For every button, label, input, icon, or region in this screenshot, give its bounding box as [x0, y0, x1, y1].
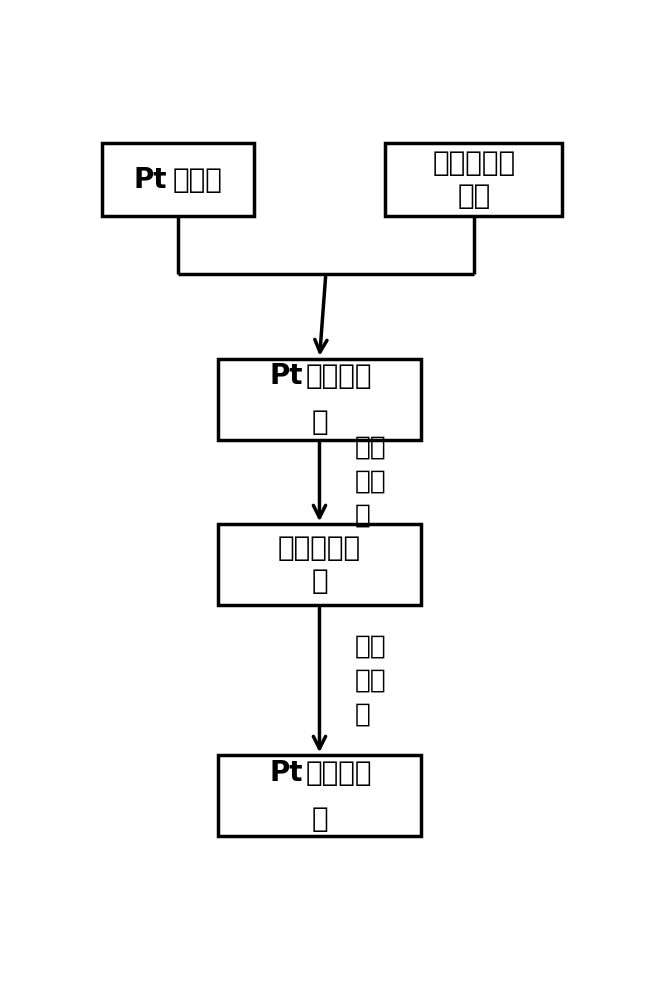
Bar — [218, 755, 421, 836]
Bar — [218, 359, 421, 440]
Text: 前驱体: 前驱体 — [173, 166, 223, 194]
Text: Pt: Pt — [270, 362, 304, 390]
Text: 电化
学嵌
锂: 电化 学嵌 锂 — [355, 435, 387, 529]
Text: 基有序结: 基有序结 — [306, 759, 372, 787]
Bar — [385, 143, 562, 216]
Text: Pt: Pt — [270, 759, 304, 787]
Text: 金: 金 — [311, 408, 328, 436]
Bar — [102, 143, 253, 216]
Text: 基无序合: 基无序合 — [306, 362, 372, 390]
Text: 锂化后的样
品: 锂化后的样 品 — [278, 534, 361, 595]
Text: 过渡金属前
驱体: 过渡金属前 驱体 — [432, 149, 515, 210]
Bar — [218, 524, 421, 605]
Text: 中低
温退
火: 中低 温退 火 — [355, 633, 387, 727]
Text: Pt: Pt — [133, 166, 167, 194]
Text: 构: 构 — [311, 805, 328, 833]
